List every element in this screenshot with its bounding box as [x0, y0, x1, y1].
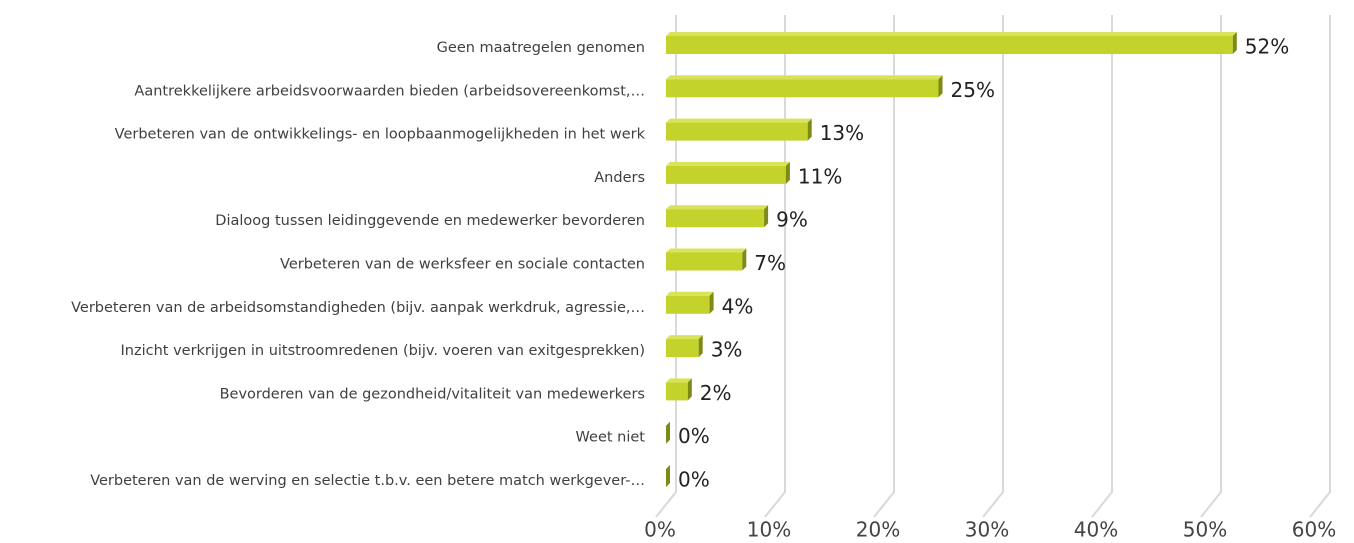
value-label: 2%: [700, 381, 732, 405]
grid-line: [873, 15, 895, 518]
bar-top: [666, 161, 790, 166]
x-tick-label: 60%: [1292, 518, 1336, 542]
category-label: Inzicht verkrijgen in uitstroomredenen (…: [121, 343, 646, 359]
value-label: 11%: [798, 164, 842, 188]
bar-side: [666, 465, 670, 487]
bar-face: [666, 339, 699, 358]
grid-line: [1200, 15, 1222, 518]
bar-top: [666, 335, 703, 340]
bar: [666, 75, 943, 98]
bar-side: [666, 421, 670, 444]
bar: [666, 32, 1237, 54]
bar-side: [764, 205, 769, 228]
bar-top: [666, 118, 812, 123]
value-label: 4%: [722, 294, 754, 318]
bar: [666, 291, 714, 314]
bar: [666, 205, 769, 228]
bar: [666, 118, 812, 141]
bar-side: [785, 161, 790, 184]
x-tick-label: 40%: [1074, 518, 1118, 542]
bar-top: [666, 32, 1237, 36]
category-label: Anders: [594, 170, 645, 186]
value-label: 0%: [678, 424, 710, 448]
bar-face: [666, 252, 743, 271]
bar: [666, 465, 670, 487]
x-tick-label: 30%: [965, 518, 1009, 542]
value-label: 7%: [754, 251, 786, 275]
bar-side: [742, 248, 747, 271]
x-tick-label: 50%: [1183, 518, 1227, 542]
bar-top: [666, 248, 747, 253]
grid-line: [982, 15, 1004, 518]
x-tick-label: 20%: [856, 518, 900, 542]
value-label: 25%: [951, 78, 995, 102]
bar: [666, 335, 703, 358]
category-label: Bevorderen van de gezondheid/vitaliteit …: [220, 386, 645, 402]
bar-side: [807, 118, 812, 141]
bar-face: [666, 165, 786, 184]
bar-side: [698, 335, 703, 358]
bar-top: [666, 291, 714, 296]
bar-side: [1232, 32, 1237, 54]
category-label: Verbeteren van de arbeidsomstandigheden …: [71, 300, 645, 316]
x-tick-label: 0%: [644, 518, 676, 542]
bar-top: [666, 378, 692, 383]
value-label: 52%: [1245, 35, 1289, 59]
bar: [666, 378, 692, 401]
bar-face: [666, 36, 1233, 54]
x-tick-label: 10%: [747, 518, 791, 542]
category-label: Weet niet: [576, 430, 646, 446]
category-label: Verbeteren van de werving en selectie t.…: [90, 473, 645, 489]
grid-line: [1091, 15, 1113, 518]
bar: [666, 421, 670, 444]
category-label: Dialoog tussen leidinggevende en medewer…: [215, 213, 645, 229]
bar-side: [709, 291, 714, 314]
bar-face: [666, 79, 939, 98]
category-label: Verbeteren van de ontwikkelings- en loop…: [115, 127, 646, 143]
value-label: 9%: [776, 208, 808, 232]
bar-top: [666, 75, 943, 80]
bar-face: [666, 382, 688, 401]
bar-side: [938, 75, 943, 98]
bar-face: [666, 209, 765, 228]
category-label: Aantrekkelijkere arbeidsvoorwaarden bied…: [134, 83, 645, 99]
category-label: Geen maatregelen genomen: [437, 40, 645, 56]
value-label: 0%: [678, 468, 710, 492]
bar-top: [666, 205, 769, 210]
grid-line: [1309, 15, 1331, 518]
value-label: 3%: [711, 338, 743, 362]
bar-side: [687, 378, 692, 401]
value-label: 13%: [820, 121, 864, 145]
bar-face: [666, 295, 710, 314]
category-label: Verbeteren van de werksfeer en sociale c…: [280, 257, 645, 273]
bar-face: [666, 122, 808, 141]
bar: [666, 248, 747, 271]
bar: [666, 161, 790, 184]
